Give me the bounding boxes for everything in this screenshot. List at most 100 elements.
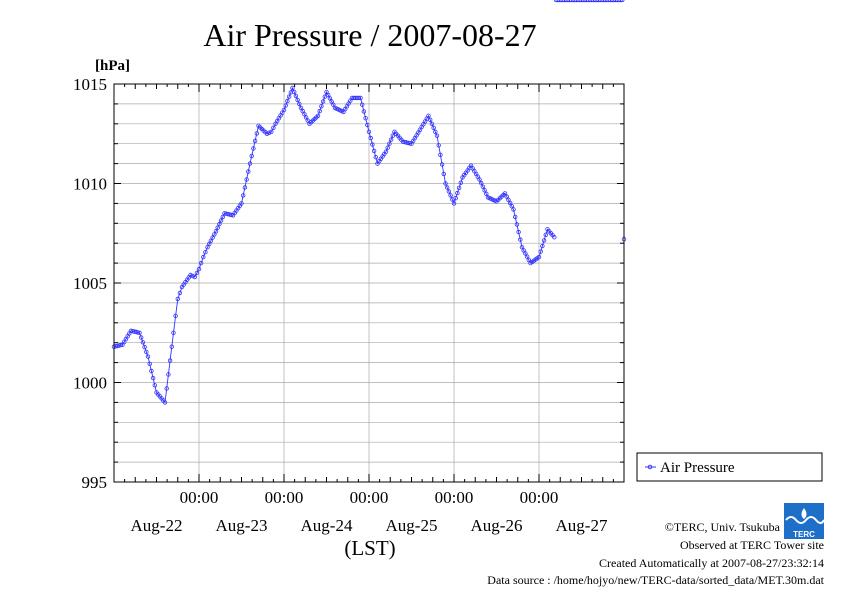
data-point [210,235,215,240]
y-tick-label: 1005 [73,274,107,293]
legend: Air Pressure [636,452,823,482]
data-point [138,335,144,340]
data-point [620,0,625,3]
data-point [433,129,438,134]
grid-lines [114,84,624,482]
data-point [315,113,321,118]
data-point [196,266,202,272]
data-point [601,0,606,3]
y-tick-label: 1010 [73,175,107,194]
x-time-label: 00:00 [265,488,304,507]
series-air-pressure [111,0,627,405]
data-point [305,118,310,123]
data-point [365,122,370,128]
data-point [192,274,197,280]
data-point [149,368,154,374]
data-point [162,400,168,405]
data-point [247,161,253,166]
x-date-label: Aug-25 [386,516,438,535]
data-point [229,212,234,218]
data-point [562,0,567,3]
data-point [302,111,307,117]
data-point [297,101,302,107]
data-point [198,260,204,266]
data-point [360,102,365,107]
data-point [322,94,327,99]
logo-drop-icon [801,508,807,519]
data-point [458,180,463,185]
data-point [555,0,560,3]
data-point [356,95,361,101]
data-point [524,254,530,259]
data-point [511,207,516,212]
x-time-label: 00:00 [520,488,559,507]
data-point [249,153,254,159]
data-point [251,146,256,151]
data-point [564,0,569,3]
data-point [152,383,157,388]
data-point [331,102,336,107]
data-point [271,125,276,130]
data-point [582,0,588,3]
data-point [574,0,579,3]
x-axis-ticks: 00:00 00:00 00:00 00:00 00:00 Aug-22 Aug-23 Aug… [113,84,625,535]
data-point [616,0,622,3]
data-point [218,218,224,223]
data-point [506,197,511,202]
data-point [266,130,272,135]
x-time-label: 00:00 [350,488,389,507]
data-point [244,177,249,182]
data-point [565,0,571,3]
data-point [368,135,373,141]
terc-logo: TERC [784,503,825,539]
data-point [536,254,542,260]
data-point [137,330,142,335]
data-point [569,0,574,3]
data-point [589,0,594,3]
data-point [428,117,433,122]
data-point [608,0,613,3]
data-point [285,98,290,104]
data-point [557,0,562,3]
x-date-label: Aug-26 [471,516,523,535]
data-point [572,0,577,3]
data-point [504,194,509,199]
data-point [208,238,214,243]
data-point [327,96,333,101]
data-point [293,93,299,99]
data-point [295,97,300,103]
data-point [438,152,443,157]
data-point [609,0,615,3]
legend-marker [647,464,653,470]
data-point [292,89,297,95]
data-point [596,0,601,3]
data-point [385,145,390,150]
data-point [358,95,363,101]
data-point [167,358,173,363]
series-line [113,86,555,404]
credits: ©TERC, Univ. Tsukuba Observed at TERC To… [487,520,824,587]
data-point [509,203,514,209]
data-point [513,214,518,220]
y-axis-ticks: 995 1000 1005 1010 1015 [73,75,624,492]
data-point [477,177,482,182]
data-point [213,229,219,234]
credit-source: Data source : /home/hojyo/new/TERC-data/… [487,573,824,587]
data-point [319,104,324,109]
data-point [217,221,222,227]
data-point [502,191,508,196]
data-point [541,238,547,243]
data-point [482,188,487,193]
data-point [451,201,457,206]
x-time-label: 00:00 [435,488,474,507]
data-point [570,0,576,3]
data-point [611,0,616,3]
data-point [436,143,441,148]
data-point [586,0,591,3]
data-point [480,184,486,189]
data-point [242,185,248,190]
data-point [553,0,559,3]
data-point [540,243,545,249]
data-point [507,200,513,206]
